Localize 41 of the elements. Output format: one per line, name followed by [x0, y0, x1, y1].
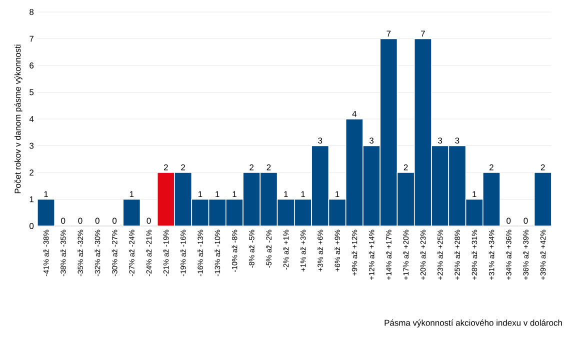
data-label: 1 [198, 191, 202, 198]
data-label: 2 [404, 164, 408, 170]
data-label: 2 [164, 164, 168, 170]
data-label: 0 [146, 218, 151, 224]
data-label: 3 [370, 138, 374, 144]
data-label: 3 [318, 138, 322, 144]
data-label: 2 [266, 164, 271, 170]
data-label: 0 [506, 218, 511, 224]
y-tick-label: 3 [30, 142, 34, 149]
data-label: 1 [301, 191, 305, 198]
y-tick-label: 0 [30, 223, 34, 229]
data-label: 2 [181, 164, 185, 170]
data-label: 0 [95, 218, 100, 224]
data-label: 1 [44, 191, 48, 198]
data-label: 1 [130, 191, 134, 198]
data-label: 2 [490, 164, 494, 170]
data-label: 3 [455, 138, 460, 144]
data-label: 2 [540, 164, 545, 170]
data-label: 1 [232, 191, 236, 198]
data-label: 4 [352, 110, 357, 117]
y-axis-title: Počet rokov v danom pásme výkonnosti [14, 44, 22, 194]
y-tick-label: 2 [30, 170, 34, 176]
data-label: 1 [284, 191, 288, 198]
data-label: 0 [78, 218, 82, 224]
data-label: 1 [216, 191, 220, 198]
y-tick-label: 1 [30, 196, 34, 202]
y-tick-label: 7 [30, 36, 34, 42]
data-label: 7 [386, 30, 391, 37]
y-tick-label: 5 [30, 89, 34, 96]
x-axis-title: Pásma výkonností akciového indexu v dolároch [384, 319, 562, 328]
data-label: 0 [524, 218, 528, 224]
y-tick-label: 8 [30, 9, 34, 15]
data-label: 0 [61, 218, 66, 224]
data-label: 1 [472, 191, 476, 198]
y-tick-label: 6 [30, 62, 34, 68]
data-label: 7 [421, 30, 425, 37]
data-label: 2 [250, 164, 254, 170]
y-tick-label: 4 [29, 116, 34, 122]
data-label: 0 [112, 218, 117, 224]
data-label: 1 [336, 191, 340, 198]
data-label: 3 [438, 138, 442, 144]
